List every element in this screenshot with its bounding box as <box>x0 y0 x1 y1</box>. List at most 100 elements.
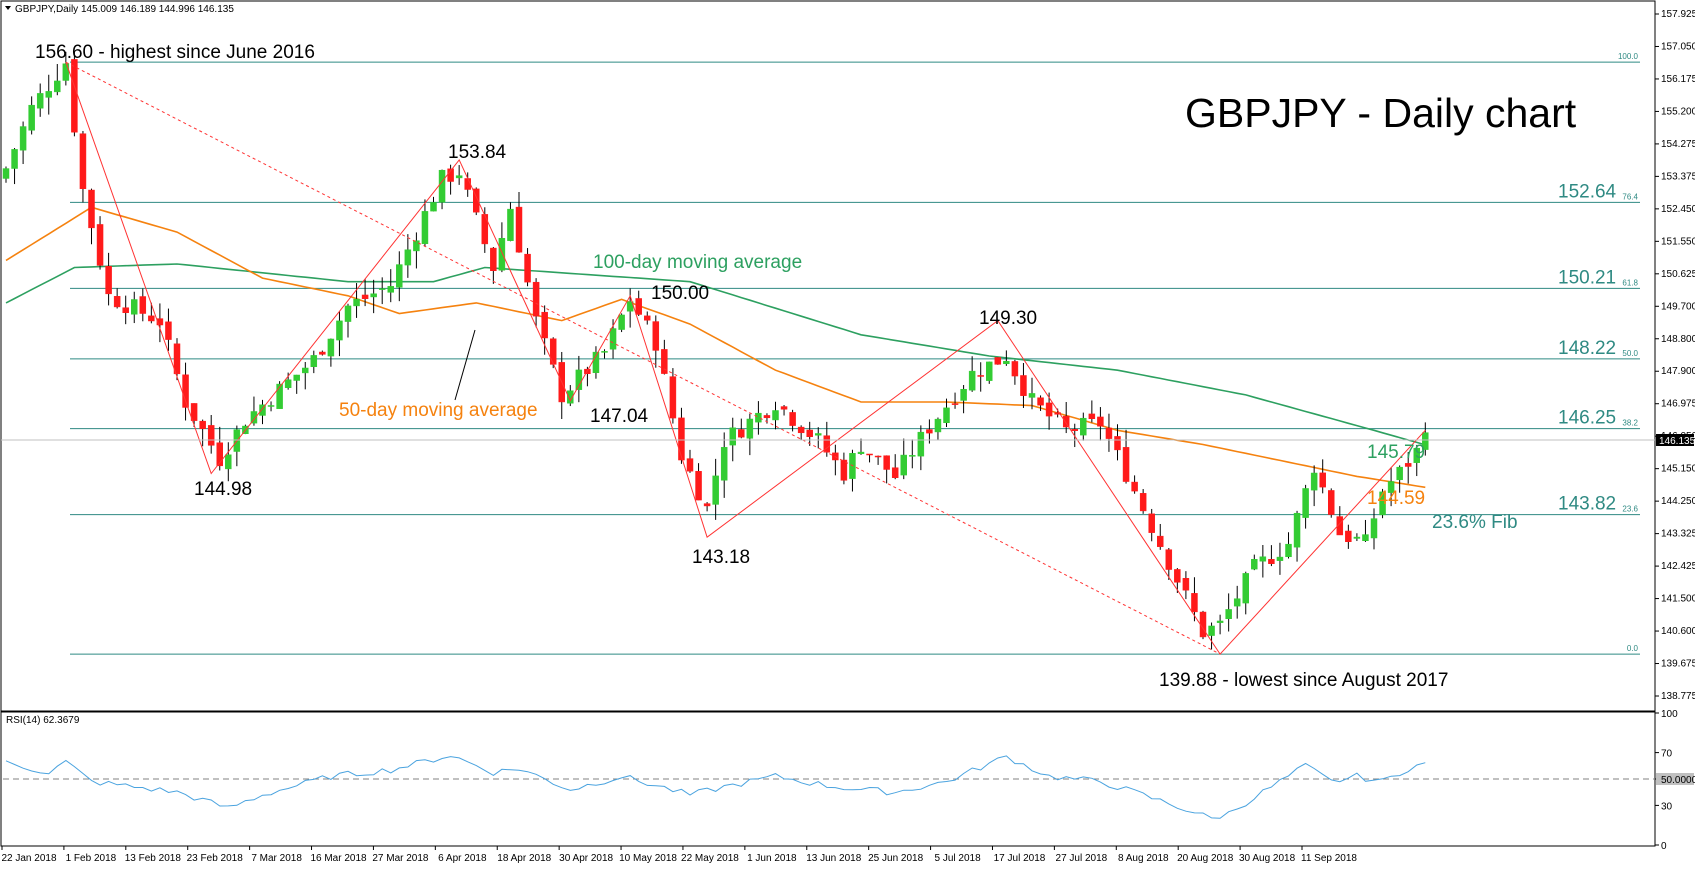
candle-body <box>396 264 403 288</box>
annotation-153-84: 153.84 <box>448 142 507 163</box>
candle-body <box>1422 432 1429 450</box>
candle-body <box>951 403 959 405</box>
annotation-149-30: 149.30 <box>979 308 1037 329</box>
candle <box>1379 488 1386 519</box>
fib-23-6-label: 23.6% Fib <box>1432 512 1518 533</box>
candle-body <box>1276 556 1284 561</box>
price-axis: 157.925 157.050 156.175 155.200 154.275 153.3… <box>1655 9 1695 702</box>
candle-body <box>361 294 369 299</box>
candle <box>1148 508 1155 542</box>
date-tick-label: 27 Mar 2018 <box>372 853 429 864</box>
candle <box>703 502 711 512</box>
candle-body <box>1157 535 1164 547</box>
candle <box>267 401 275 412</box>
candle-body <box>490 247 497 271</box>
candle-body <box>686 458 694 472</box>
candle <box>1097 407 1104 441</box>
candle <box>1020 362 1027 408</box>
candle <box>1225 593 1232 632</box>
date-tick-label: 20 Aug 2018 <box>1177 853 1234 864</box>
candle <box>541 305 548 355</box>
candle <box>755 401 762 435</box>
candle-body <box>618 314 625 330</box>
symbol-header: GBPJPY,Daily 145.009 146.189 144.996 146… <box>15 4 234 15</box>
candle <box>1328 488 1335 518</box>
candle <box>464 172 471 197</box>
downtrend-line <box>65 61 1221 655</box>
candle <box>28 96 35 135</box>
candle-body <box>746 418 754 439</box>
candle <box>131 291 138 324</box>
candle-body <box>720 447 728 481</box>
candle <box>678 407 685 464</box>
candle-body <box>567 390 574 404</box>
candle-body <box>601 351 608 353</box>
candle-body <box>310 355 318 368</box>
candle <box>1387 467 1395 507</box>
candle-body <box>977 375 984 377</box>
candle-body <box>404 249 412 266</box>
candle-body <box>541 311 548 339</box>
candle-body <box>165 321 172 340</box>
candle-body <box>199 420 206 429</box>
candle <box>302 362 309 390</box>
candle-body <box>28 104 35 131</box>
candle-body <box>413 240 420 252</box>
candle-body <box>36 93 44 109</box>
current-price-label: 146.135 <box>1659 436 1695 447</box>
candle <box>601 349 608 359</box>
candle <box>1242 571 1249 615</box>
price-tick-label: 140.600 <box>1661 626 1695 637</box>
candle-body <box>259 404 266 416</box>
candle-body <box>319 351 326 355</box>
annotation-high: 156.60 - highest since June 2016 <box>35 42 315 63</box>
candle-body <box>815 433 822 436</box>
candle <box>447 164 454 195</box>
candle-body <box>1148 513 1155 533</box>
candle-body <box>729 427 736 446</box>
candle-body <box>2 168 10 179</box>
candle-body <box>874 455 882 458</box>
candle-body <box>738 429 745 438</box>
candle <box>455 165 463 185</box>
candle <box>1345 524 1352 549</box>
price-tick-label: 147.900 <box>1661 366 1695 377</box>
ma-series-line <box>5 206 1426 489</box>
price-tick-label: 149.700 <box>1661 301 1695 312</box>
candle-body <box>105 266 112 295</box>
candle <box>840 452 848 485</box>
candle-body <box>45 91 52 98</box>
candle-body <box>156 318 164 326</box>
fib-pct-label: 0.0 <box>1627 644 1639 653</box>
candle-body <box>909 455 916 457</box>
candle <box>498 222 506 273</box>
candle <box>481 207 489 253</box>
rsi-level-tag <box>1656 773 1694 785</box>
candle <box>1114 424 1121 461</box>
candle <box>968 356 976 392</box>
candle-body <box>11 149 18 169</box>
date-tick-label: 22 May 2018 <box>681 853 739 864</box>
candle <box>815 427 822 449</box>
candle <box>686 449 694 473</box>
candle-body <box>1071 428 1078 431</box>
candle-body <box>1028 393 1036 398</box>
collapse-arrow-icon[interactable] <box>5 6 11 10</box>
candle-body <box>1191 593 1198 613</box>
candle-body <box>122 307 129 313</box>
main-panel-frame <box>0 0 1656 712</box>
candle <box>216 426 223 471</box>
candle <box>413 232 420 269</box>
candle <box>404 234 412 278</box>
price-tick-label: 148.800 <box>1661 334 1695 345</box>
candle-body <box>62 63 70 81</box>
candle-body <box>943 407 950 424</box>
candle-body <box>79 133 87 189</box>
ma50-label: 50-day moving average <box>339 400 538 421</box>
current-price-tag <box>1656 434 1694 446</box>
candle-body <box>763 415 771 419</box>
candle <box>669 368 677 424</box>
date-tick-label: 5 Jul 2018 <box>934 853 981 864</box>
candle <box>780 404 788 416</box>
candle <box>1302 484 1309 529</box>
